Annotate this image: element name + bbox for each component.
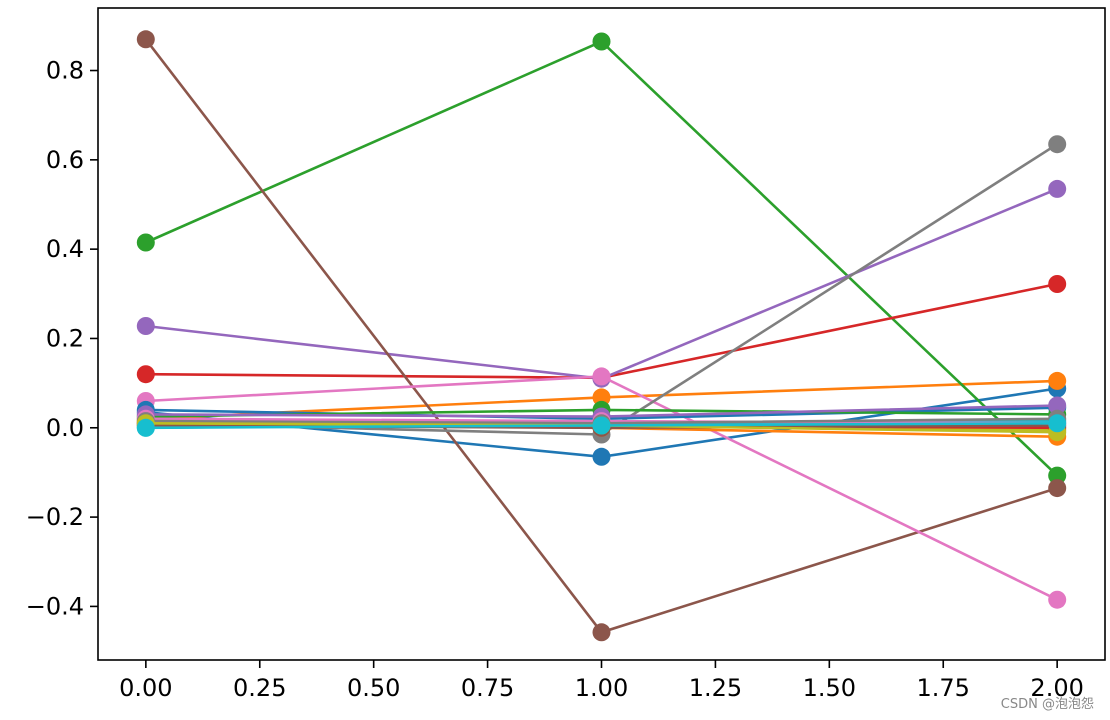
data-point xyxy=(1048,479,1067,498)
data-point xyxy=(1048,590,1067,609)
x-tick-label: 0.00 xyxy=(119,674,172,702)
data-point xyxy=(1048,371,1067,390)
y-tick-label: −0.2 xyxy=(26,503,84,531)
y-tick-label: 0.6 xyxy=(46,146,84,174)
x-tick-label: 1.25 xyxy=(689,674,742,702)
y-tick-label: 0.2 xyxy=(46,324,84,352)
data-point xyxy=(592,623,611,642)
data-point xyxy=(1048,135,1067,154)
data-point xyxy=(592,447,611,466)
data-point xyxy=(1048,466,1067,485)
x-tick-label: 2.00 xyxy=(1030,674,1083,702)
y-tick-label: 0.0 xyxy=(46,414,84,442)
x-tick-label: 0.50 xyxy=(347,674,400,702)
y-tick-label: 0.8 xyxy=(46,57,84,85)
x-axis: 0.00 0.25 0.50 0.75 1.00 1.25 1.50 1.75 2.00 xyxy=(119,660,1084,702)
x-tick-label: 1.75 xyxy=(917,674,970,702)
series-19 xyxy=(136,414,1067,437)
series-layer xyxy=(136,30,1067,642)
series-line xyxy=(145,282,1058,380)
data-point xyxy=(1048,414,1067,433)
data-point xyxy=(1048,396,1067,415)
series-line xyxy=(144,38,1058,634)
data-point xyxy=(136,30,155,49)
data-point xyxy=(136,317,155,335)
x-tick-label: 1.00 xyxy=(575,674,628,702)
y-tick-label: −0.4 xyxy=(26,592,84,620)
x-tick-label: 0.75 xyxy=(461,674,514,702)
data-point xyxy=(136,365,155,384)
y-tick-label: 0.4 xyxy=(46,235,84,263)
plot-frame xyxy=(97,7,1106,661)
data-point xyxy=(1048,275,1067,293)
x-tick-label: 1.50 xyxy=(803,674,856,702)
data-point xyxy=(592,367,611,386)
data-point xyxy=(592,388,611,407)
watermark: CSDN @泡泡怨 xyxy=(1001,697,1094,712)
data-point xyxy=(136,233,155,252)
series-5 xyxy=(136,30,1067,642)
x-tick-label: 0.25 xyxy=(233,674,286,702)
data-point xyxy=(592,32,611,51)
data-point xyxy=(1048,179,1067,198)
data-point xyxy=(136,418,155,437)
data-point xyxy=(592,416,611,435)
series-2 xyxy=(136,32,1067,485)
y-axis: −0.4 −0.2 0.0 0.2 0.4 0.6 0.8 xyxy=(26,57,98,620)
